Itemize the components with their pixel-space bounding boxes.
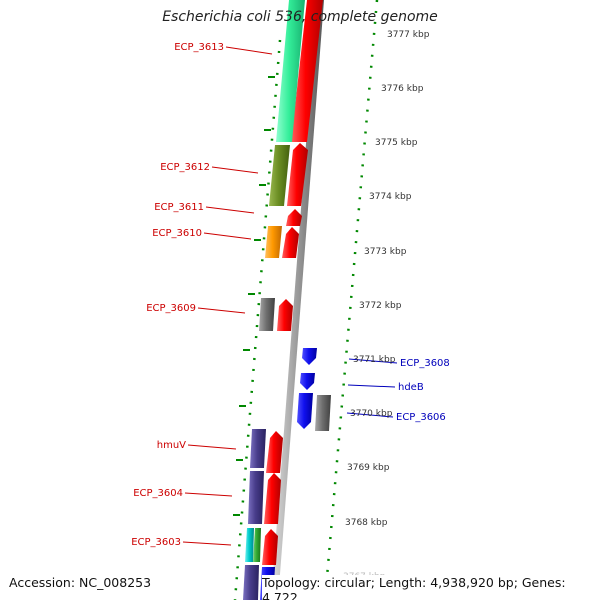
genome-backbone bbox=[271, 0, 324, 600]
gene-label: ECP_3609 bbox=[146, 303, 196, 314]
gene-arrow bbox=[282, 227, 299, 258]
gene-block bbox=[250, 429, 266, 468]
gene-arrow bbox=[287, 143, 308, 206]
gene-label: ECP_3613 bbox=[174, 42, 224, 53]
gene-label: hmuV bbox=[157, 440, 186, 451]
tick-label: 3773 kbp bbox=[364, 247, 407, 257]
gene-block bbox=[253, 528, 261, 562]
gene-arrow bbox=[277, 299, 293, 331]
gene-block bbox=[245, 528, 254, 562]
tick-label: 3771 kbp bbox=[353, 355, 396, 365]
tick-label: 3768 kbp bbox=[345, 518, 388, 528]
left-leader-lines bbox=[182, 46, 273, 546]
gene-label: ECP_3604 bbox=[133, 488, 183, 499]
gene-label: ECP_3606 bbox=[396, 412, 446, 423]
gene-block bbox=[269, 145, 290, 206]
gene-label: ECP_3603 bbox=[131, 537, 181, 548]
tick-label: 3775 kbp bbox=[375, 138, 418, 148]
gene-block bbox=[276, 0, 305, 142]
outer-ruler bbox=[323, 0, 379, 600]
gene-label: hdeB bbox=[398, 382, 424, 393]
gene-label: ECP_3610 bbox=[152, 228, 202, 239]
tick-label: 3776 kbp bbox=[381, 84, 424, 94]
gene-arrow bbox=[262, 529, 278, 565]
gene-label: ECP_3608 bbox=[400, 358, 450, 369]
tick-label: 3772 kbp bbox=[359, 301, 402, 311]
gene-arrow bbox=[286, 209, 302, 226]
gene-arrow bbox=[266, 431, 283, 473]
gene-block bbox=[315, 395, 331, 431]
genome-summary: Topology: circular; Length: 4,938,920 bp… bbox=[262, 575, 600, 600]
gene-arrow bbox=[264, 473, 281, 524]
inner-ruler-ticks bbox=[233, 76, 275, 516]
gene-label: ECP_3611 bbox=[154, 202, 204, 213]
gene-block bbox=[259, 298, 275, 331]
tick-label: 3769 kbp bbox=[347, 463, 390, 473]
right-leader-lines bbox=[346, 358, 398, 418]
gene-arrow bbox=[302, 348, 317, 365]
tick-label: 3774 kbp bbox=[369, 192, 412, 202]
gene-arrow bbox=[300, 373, 315, 390]
accession-label: Accession: NC_008253 bbox=[9, 575, 152, 590]
gene-arrow bbox=[291, 0, 323, 142]
tick-label: 3770 kbp bbox=[350, 409, 393, 419]
gene-arrow bbox=[297, 393, 313, 429]
gene-block bbox=[265, 226, 282, 258]
gene-block bbox=[243, 565, 259, 600]
gene-block bbox=[248, 471, 264, 524]
gene-label: ECP_3612 bbox=[160, 162, 210, 173]
tick-label: 3777 kbp bbox=[387, 30, 430, 40]
page-title: Escherichia coli 536, complete genome bbox=[162, 9, 438, 25]
